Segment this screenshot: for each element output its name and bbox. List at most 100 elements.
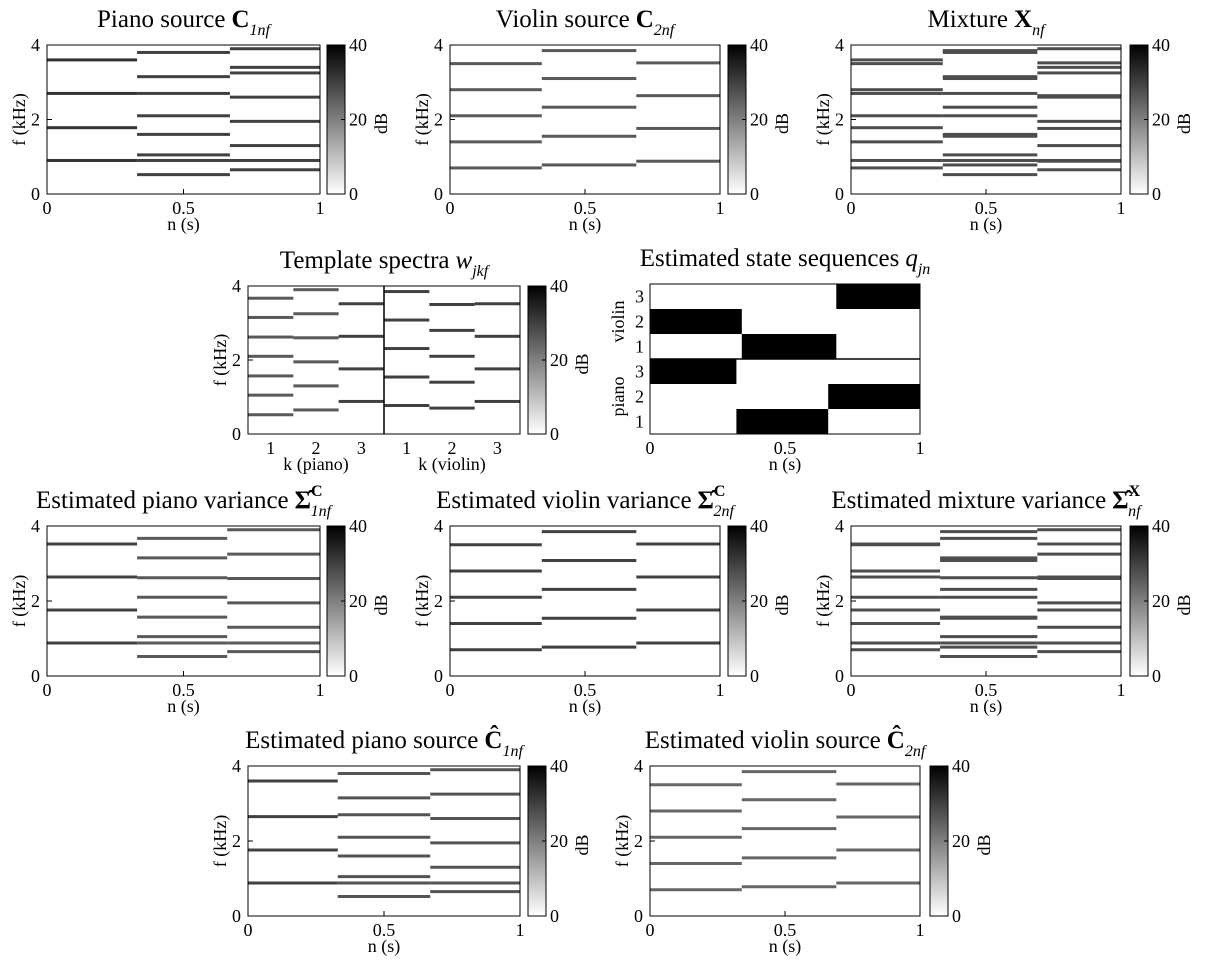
x-tick-label: 2	[448, 438, 457, 458]
harmonic-line	[942, 77, 1038, 81]
colorbar-label: dB	[1174, 594, 1194, 615]
harmonic-line	[650, 862, 742, 865]
template-line	[474, 367, 520, 371]
colorbar-tick-label: 0	[349, 184, 358, 204]
plot-background	[248, 766, 520, 916]
harmonic-line	[450, 114, 542, 118]
y-tick-label: 2	[232, 831, 241, 851]
x-tick-label: 0.5	[774, 438, 797, 458]
x-axis-label: n (s)	[368, 936, 401, 957]
x-axis-label: n (s)	[769, 454, 802, 475]
harmonic-line	[248, 881, 338, 885]
harmonic-line	[1037, 625, 1121, 629]
harmonic-line	[1037, 608, 1121, 612]
harmonic-line	[1037, 601, 1121, 605]
harmonic-line	[248, 848, 338, 852]
panel-title: Estimated violin source Ĉ2nf	[645, 725, 928, 760]
harmonic-line	[137, 576, 228, 580]
y-tick-label: 2	[635, 387, 644, 407]
harmonic-line	[430, 768, 520, 772]
harmonic-line	[137, 173, 230, 177]
state-segment	[650, 359, 737, 384]
y-axis-label: f (kHz)	[9, 93, 30, 145]
title-symbol: X	[1014, 6, 1032, 33]
harmonic-line	[430, 792, 520, 796]
x-tick-label: 0.5	[574, 198, 597, 218]
harmonic-line	[636, 159, 720, 163]
harmonic-line	[248, 815, 338, 819]
colorbar-tick-label: 20	[550, 831, 568, 851]
harmonic-line	[137, 655, 228, 658]
group-label: violin	[608, 300, 628, 342]
template-line	[384, 404, 430, 408]
harmonic-line	[851, 641, 941, 645]
y-tick-label: 4	[835, 516, 844, 536]
colorbar-tick-label: 20	[349, 591, 367, 611]
harmonic-line	[450, 166, 542, 170]
template-line	[429, 380, 475, 384]
harmonic-line	[851, 126, 943, 130]
colorbar-tick-label: 20	[750, 591, 768, 611]
template-line	[293, 360, 339, 364]
y-tick-label: 0	[835, 666, 844, 686]
colorbar-label: dB	[371, 113, 391, 134]
y-tick-label: 2	[31, 591, 40, 611]
harmonic-line	[851, 140, 943, 144]
harmonic-line	[227, 641, 320, 645]
y-tick-label: 2	[835, 591, 844, 611]
template-line	[384, 347, 430, 351]
title-symbol: Ĉ	[887, 725, 905, 754]
harmonic-line	[1037, 575, 1121, 579]
harmonic-line	[137, 536, 228, 540]
harmonic-line	[450, 648, 542, 652]
y-tick-label: 0	[31, 666, 40, 686]
template-line	[293, 408, 339, 412]
template-line	[429, 328, 475, 332]
harmonic-line	[227, 577, 320, 580]
state-segment	[836, 284, 920, 309]
y-tick-label: 2	[232, 350, 241, 370]
harmonic-line	[1037, 71, 1121, 75]
colorbar-tick-label: 20	[550, 350, 568, 370]
template-line	[248, 374, 294, 378]
harmonic-line	[851, 158, 943, 162]
harmonic-line	[851, 166, 943, 170]
plot-background	[47, 526, 320, 676]
colorbar-label: dB	[572, 834, 592, 855]
harmonic-line	[851, 595, 941, 599]
template-line	[248, 393, 294, 397]
harmonic-line	[1037, 168, 1121, 172]
panel-title: Estimated mixture variance Σ̂X nf	[831, 483, 1143, 520]
harmonic-line	[650, 809, 742, 813]
harmonic-line	[450, 543, 542, 547]
harmonic-line	[942, 91, 1038, 95]
harmonic-line	[229, 119, 320, 123]
y-tick-label: 2	[434, 591, 443, 611]
template-line	[248, 354, 294, 358]
plot-frame	[850, 525, 1122, 677]
y-tick-label: 4	[31, 35, 40, 55]
template-line	[429, 406, 475, 410]
template-line	[293, 336, 339, 340]
colorbar-tick-label: 0	[952, 906, 961, 926]
x-tick-label: 0.5	[373, 920, 396, 940]
colorbar-tick-label: 40	[550, 276, 568, 296]
harmonic-line	[940, 556, 1038, 560]
x-tick-label: 0.5	[574, 680, 597, 700]
panel-title: Estimated piano source Ĉ1nf	[245, 725, 525, 760]
y-tick-label: 1	[635, 412, 644, 432]
harmonic-line	[741, 798, 837, 802]
x-tick-label: 0	[43, 198, 52, 218]
colorbar-tick-label: 20	[349, 110, 367, 130]
harmonic-line	[137, 595, 228, 599]
panel-title: Mixture Xnf	[927, 6, 1047, 39]
title-subscript: 1nf	[250, 22, 273, 39]
y-axis-label: f (kHz)	[612, 815, 633, 867]
x-tick-label: 1	[266, 438, 275, 458]
x-tick-label: 1	[1117, 680, 1126, 700]
harmonic-line	[1037, 119, 1121, 123]
title-subscript: 2nf	[905, 743, 928, 760]
harmonic-line	[1037, 650, 1121, 654]
template-line	[384, 290, 430, 294]
colorbar-tick-label: 0	[750, 666, 759, 686]
